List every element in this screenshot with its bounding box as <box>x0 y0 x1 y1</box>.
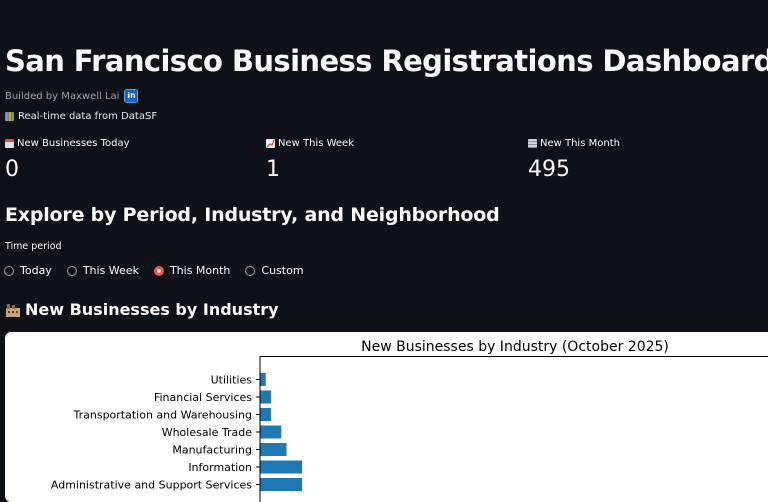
y-tick-label: Administrative and Support Services <box>51 479 252 492</box>
bar-utilities <box>261 373 266 386</box>
radio-label: Custom <box>261 264 303 277</box>
radio-today[interactable]: Today <box>4 264 52 277</box>
time-period-radio-group: Today This Week This Month Custom <box>4 264 319 277</box>
metric-label: New This Month <box>540 138 620 149</box>
bar-wholesale-trade <box>261 426 282 439</box>
metric-today: New Businesses Today 0 <box>5 138 130 182</box>
metric-label: New Businesses Today <box>17 138 130 149</box>
radio-circle-selected[interactable] <box>154 266 164 276</box>
bar-information <box>261 461 303 474</box>
bar-transportation-and-warehousing <box>261 408 271 421</box>
byline-text: Builded by Maxwell Lai <box>5 91 119 102</box>
radio-circle[interactable] <box>67 266 77 276</box>
y-tick-label: Transportation and Warehousing <box>73 409 253 422</box>
radio-this-month[interactable]: This Month <box>154 264 230 277</box>
realtime-text: Real-time data from DataSF <box>18 111 157 122</box>
radio-this-week[interactable]: This Week <box>67 264 139 277</box>
industry-heading: New Businesses by Industry <box>5 300 279 319</box>
industry-bar-chart: New Businesses by Industry (October 2025… <box>5 332 768 502</box>
newspaper-icon <box>528 139 537 148</box>
radio-circle[interactable] <box>245 266 255 276</box>
metric-label: New This Week <box>278 138 354 149</box>
industry-heading-text: New Businesses by Industry <box>25 300 279 319</box>
bar-chart-icon <box>5 112 14 121</box>
metric-month: New This Month 495 <box>528 138 620 182</box>
y-tick-label: Manufacturing <box>172 444 252 457</box>
linkedin-icon[interactable]: in <box>125 90 137 102</box>
bar-administrative-and-support-services <box>261 478 303 491</box>
metric-value: 495 <box>528 157 620 182</box>
y-tick-label: Wholesale Trade <box>162 426 253 439</box>
calendar-icon <box>5 139 14 148</box>
byline: Builded by Maxwell Lai in <box>5 90 137 102</box>
industry-chart-panel: New Businesses by Industry (October 2025… <box>5 332 768 502</box>
realtime-note: Real-time data from DataSF <box>5 111 157 122</box>
time-period-label: Time period <box>5 241 62 252</box>
metric-week: New This Week 1 <box>266 138 354 182</box>
y-tick-label: Utilities <box>211 374 253 387</box>
bar-financial-services <box>261 391 271 404</box>
y-tick-label: Financial Services <box>154 391 252 404</box>
radio-custom[interactable]: Custom <box>245 264 303 277</box>
page-title: San Francisco Business Registrations Das… <box>5 44 768 78</box>
bar-manufacturing <box>261 443 287 456</box>
radio-label: This Month <box>170 264 230 277</box>
chart-title: New Businesses by Industry (October 2025… <box>361 339 669 355</box>
chart-up-icon <box>266 139 275 148</box>
y-tick-label: Information <box>188 461 252 474</box>
radio-circle[interactable] <box>4 266 14 276</box>
metric-value: 1 <box>266 157 354 182</box>
explore-heading: Explore by Period, Industry, and Neighbo… <box>5 204 500 226</box>
factory-icon <box>5 303 21 317</box>
metric-value: 0 <box>5 157 130 182</box>
radio-label: This Week <box>83 264 139 277</box>
plot-area <box>260 357 768 502</box>
radio-label: Today <box>20 264 52 277</box>
